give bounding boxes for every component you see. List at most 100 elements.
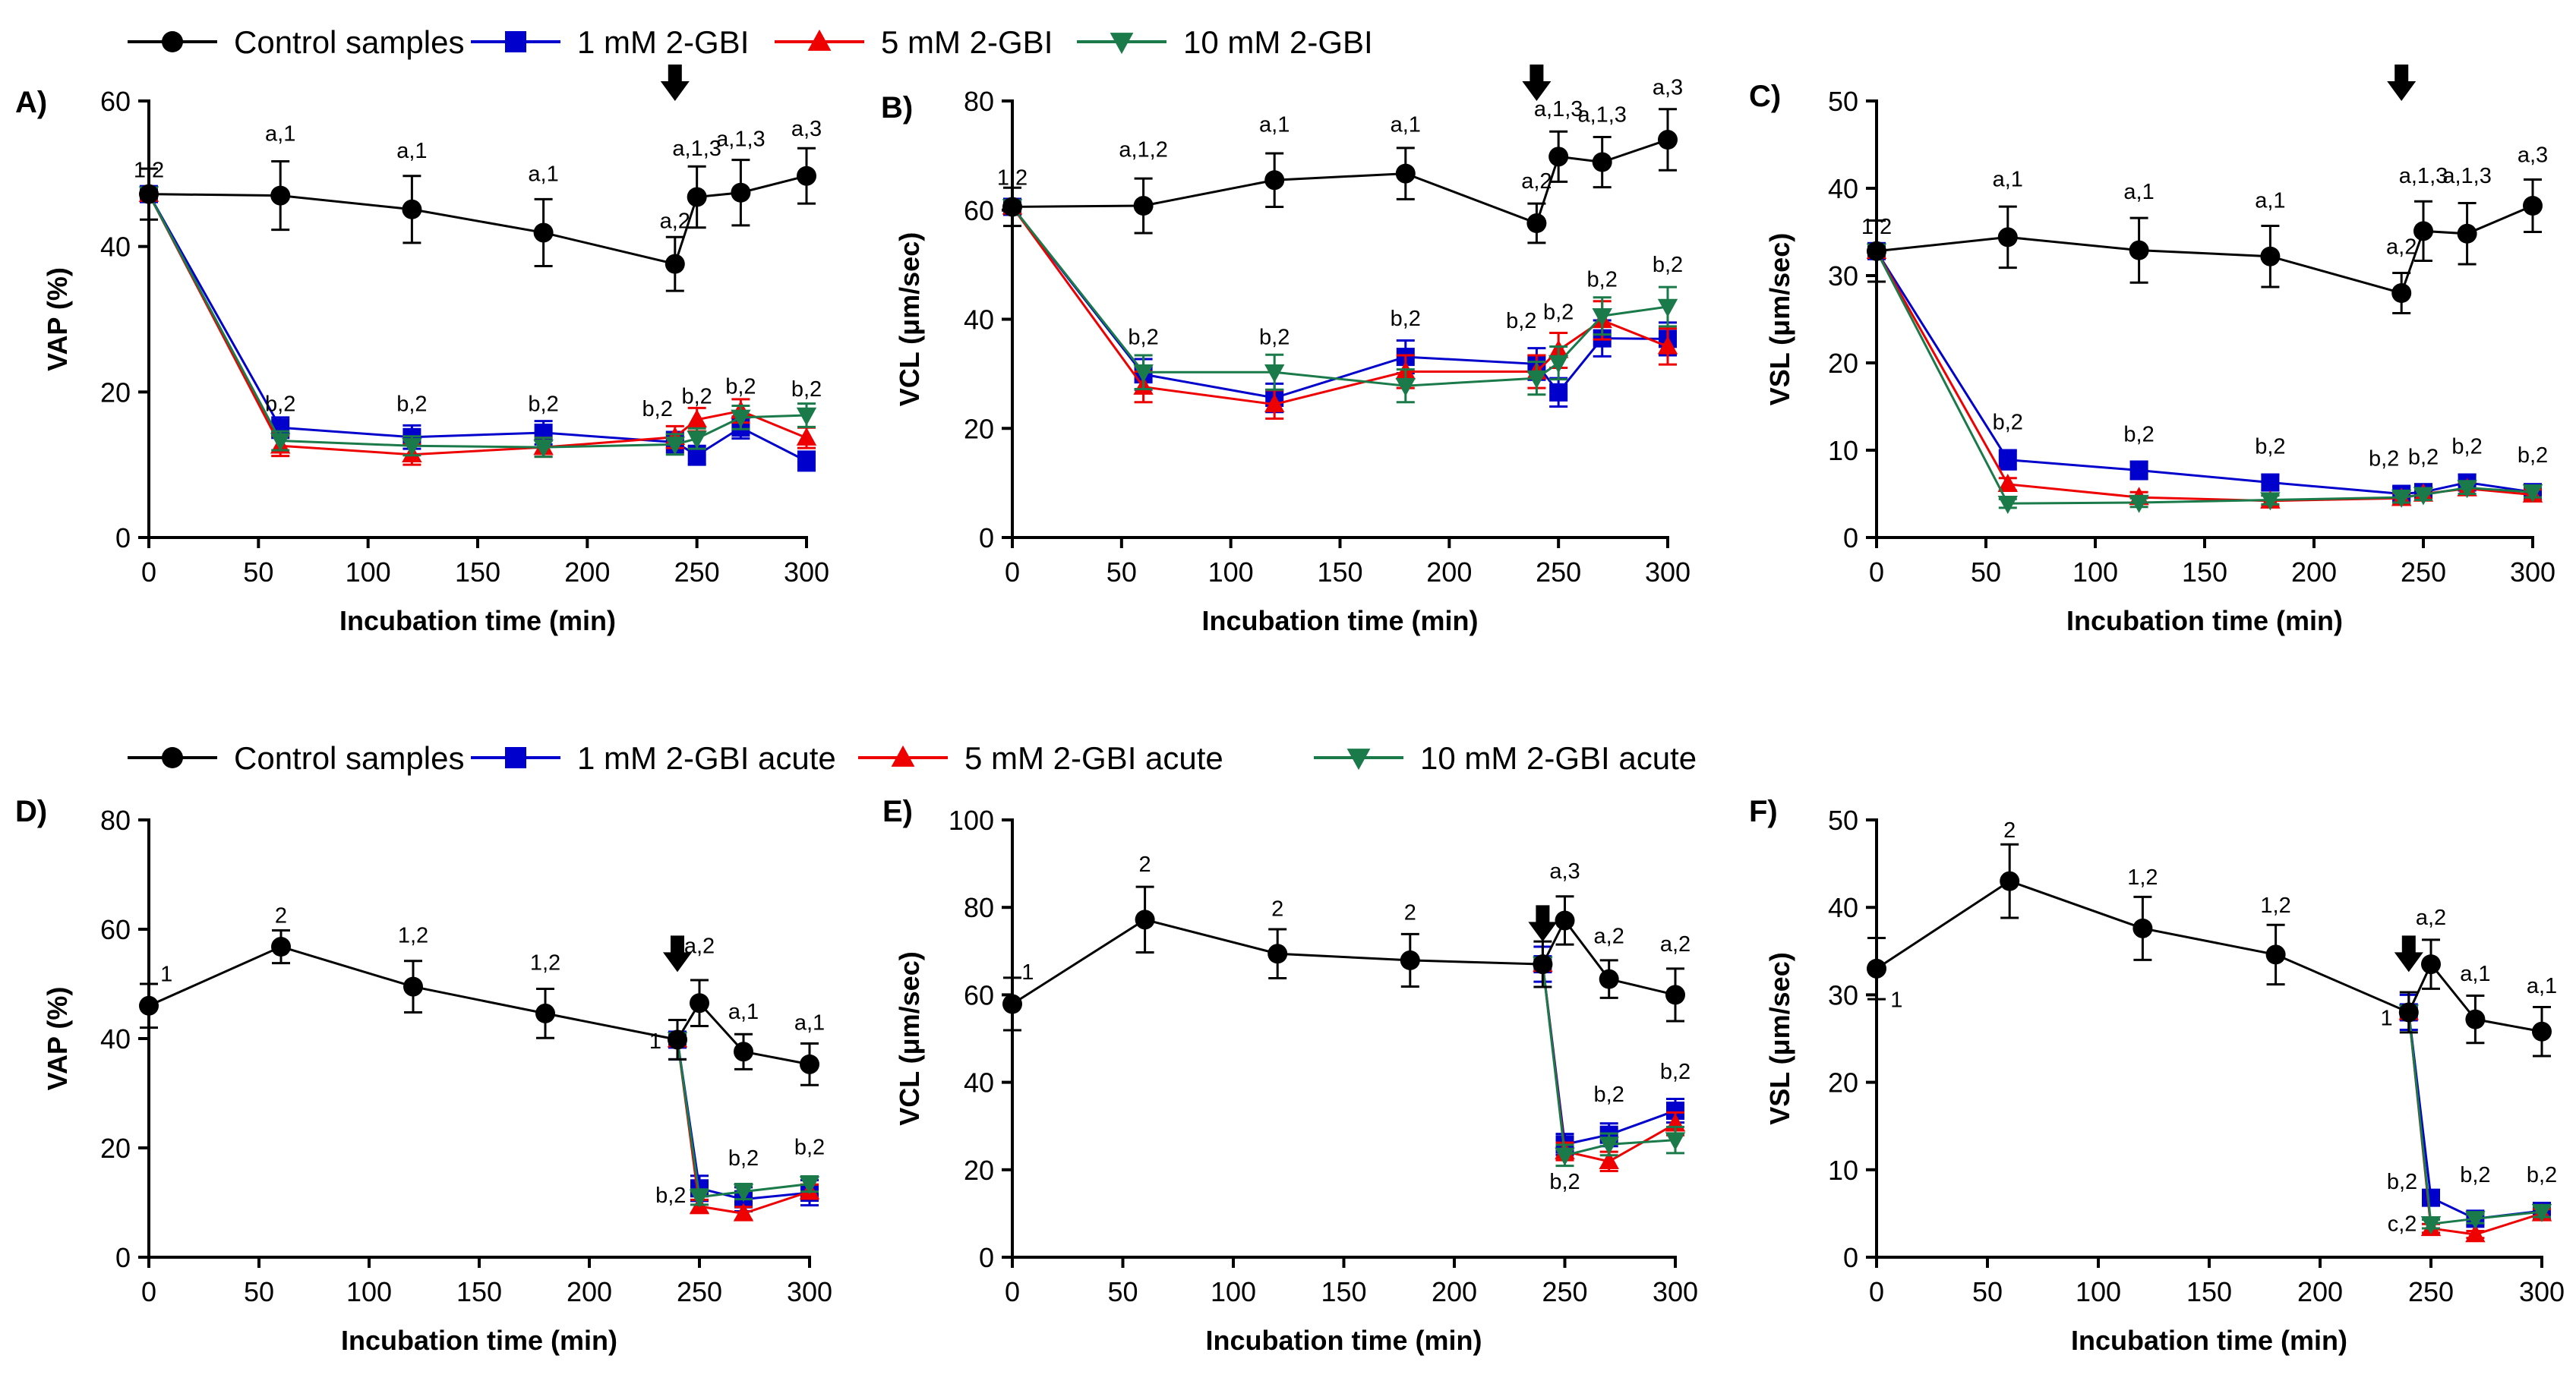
series-control-samples xyxy=(1867,178,2543,314)
y-tick-label: 0 xyxy=(979,1242,994,1273)
x-tick-label: 50 xyxy=(1972,1276,2003,1307)
y-tick-label: 30 xyxy=(1828,979,1858,1010)
y-tick-label: 60 xyxy=(964,979,994,1010)
panel-label: D) xyxy=(15,795,47,828)
data-point xyxy=(731,182,751,203)
y-tick-label: 20 xyxy=(1828,348,1858,379)
y-tick-label: 60 xyxy=(100,914,131,945)
data-point xyxy=(1658,130,1678,150)
data-point xyxy=(1135,910,1155,930)
x-tick-label: 200 xyxy=(2291,556,2337,588)
significance-label: 1,2 xyxy=(997,166,1028,191)
y-axis-label: VCL (μm/sec) xyxy=(894,232,925,406)
x-tick-label: 250 xyxy=(1542,1276,1587,1307)
significance-label: 2 xyxy=(1404,900,1416,925)
y-tick-label: 50 xyxy=(1828,86,1858,117)
chart-panel-2: 0 20 40 60 80 0 50 100 150 200 250 300 Incubation ti… xyxy=(881,65,1690,636)
data-point xyxy=(1549,383,1568,402)
data-point xyxy=(731,409,751,428)
data-point xyxy=(734,1042,753,1062)
legend-marker xyxy=(162,747,183,768)
y-axis-label: VCL (μm/sec) xyxy=(894,951,925,1125)
series-control-samples xyxy=(1002,885,1685,1032)
significance-label: a,1,2 xyxy=(1119,137,1168,162)
y-tick-label: 40 xyxy=(1828,173,1858,204)
x-tick-label: 250 xyxy=(2401,556,2446,588)
data-point xyxy=(733,1203,754,1222)
data-point xyxy=(665,437,685,456)
significance-label: a,1 xyxy=(2123,180,2154,204)
arrow-down-icon xyxy=(1522,65,1552,101)
significance-label: a,1 xyxy=(1993,168,2023,192)
legend-marker xyxy=(891,745,915,767)
legend-label: Control samples xyxy=(234,24,464,60)
data-point xyxy=(733,1184,754,1203)
data-point xyxy=(2000,871,2020,891)
significance-label: b,2 xyxy=(265,392,295,416)
data-point xyxy=(2413,221,2433,241)
significance-label: a,1,3 xyxy=(2399,164,2448,188)
legend-label: 5 mM 2-GBI acute xyxy=(964,740,1223,776)
x-tick-label: 100 xyxy=(1208,556,1254,588)
significance-label: 1,2 xyxy=(398,923,428,947)
significance-label: a,1,3 xyxy=(1534,97,1583,121)
legend: Control samples 1 mM 2-GBI acute 5 mM 2-GB… xyxy=(128,740,1697,776)
data-point xyxy=(1665,1132,1686,1151)
y-tick-label: 80 xyxy=(964,86,994,117)
y-tick-label: 0 xyxy=(115,1242,131,1273)
panel-label: C) xyxy=(1749,80,1781,113)
series-line xyxy=(147,193,807,456)
x-tick-label: 200 xyxy=(567,1276,612,1307)
significance-label: b,2 xyxy=(2408,445,2439,469)
legend-item: Control samples xyxy=(128,24,464,60)
data-point xyxy=(402,438,422,457)
x-tick-label: 0 xyxy=(1869,556,1884,588)
x-tick-label: 250 xyxy=(2408,1276,2454,1307)
y-tick-label: 40 xyxy=(964,304,994,336)
x-tick-label: 150 xyxy=(2186,1276,2232,1307)
significance-label: a,1 xyxy=(2527,974,2557,998)
x-axis-label: Incubation time (min) xyxy=(341,1325,617,1356)
significance-label: 1 xyxy=(160,962,172,986)
significance-label: 1 xyxy=(1021,960,1034,985)
significance-label: 1 xyxy=(2381,1007,2393,1031)
data-point xyxy=(1998,450,2017,469)
data-point xyxy=(1526,370,1547,389)
data-point xyxy=(1533,954,1553,975)
y-tick-label: 50 xyxy=(1828,805,1858,836)
data-point xyxy=(1002,994,1022,1014)
data-point xyxy=(2420,1216,2442,1235)
y-tick-label: 0 xyxy=(1843,522,1858,553)
y-tick-label: 20 xyxy=(964,1155,994,1186)
data-point xyxy=(2261,473,2280,492)
series-5-mm-2-gbi xyxy=(1002,196,1678,420)
significance-label: b,2 xyxy=(1259,326,1290,350)
significance-label: b,2 xyxy=(2255,435,2285,459)
y-tick-label: 40 xyxy=(100,1023,131,1055)
data-point xyxy=(665,254,685,274)
significance-label: a,2 xyxy=(660,210,690,234)
data-point xyxy=(2523,196,2543,216)
x-tick-label: 150 xyxy=(456,1276,502,1307)
arrow-down-icon xyxy=(660,65,690,101)
significance-label: 1,2 xyxy=(2127,865,2158,890)
data-point xyxy=(2413,487,2434,506)
series-line xyxy=(2407,1012,2543,1225)
x-tick-label: 50 xyxy=(244,1276,274,1307)
y-tick-label: 20 xyxy=(100,1133,131,1164)
data-point xyxy=(2129,494,2149,513)
series-control-samples xyxy=(1867,843,2552,1058)
x-tick-label: 200 xyxy=(1432,1276,1477,1307)
y-tick-label: 0 xyxy=(115,522,131,553)
significance-label: a,2 xyxy=(1660,932,1690,957)
data-point xyxy=(2457,480,2477,499)
data-point xyxy=(1657,336,1678,355)
data-point xyxy=(2265,944,2286,965)
series-1-mm-2-gbi xyxy=(1867,241,2542,503)
data-point xyxy=(1395,163,1416,184)
significance-label: b,2 xyxy=(655,1184,686,1208)
x-tick-label: 0 xyxy=(1869,1276,1884,1307)
data-point xyxy=(687,408,707,427)
data-point xyxy=(2260,492,2281,511)
data-point xyxy=(1592,152,1612,172)
